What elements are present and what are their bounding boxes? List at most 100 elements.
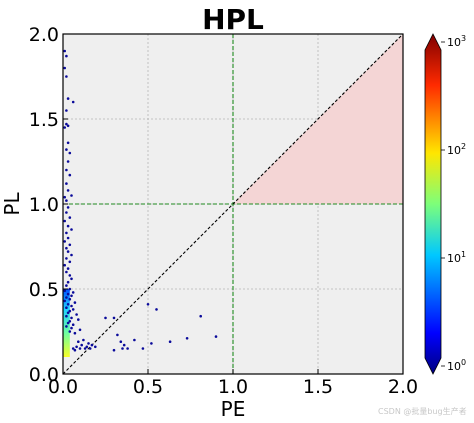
- y-axis-label: PL: [0, 192, 24, 216]
- data-point-70: [82, 338, 85, 342]
- data-point-20: [65, 199, 68, 202]
- data-point-61: [77, 318, 80, 321]
- data-point-98: [126, 347, 129, 350]
- data-point-26: [70, 228, 73, 231]
- data-point-34: [65, 257, 68, 260]
- x-tick-label-3: 1.5: [303, 376, 333, 398]
- colorbar-tick-label-2: 102: [447, 142, 466, 157]
- data-point-92: [150, 342, 153, 345]
- data-point-47: [70, 294, 73, 298]
- data-point-24: [63, 219, 66, 223]
- data-point-73: [80, 343, 83, 347]
- data-point-43: [68, 287, 72, 291]
- data-point-66: [70, 326, 73, 330]
- data-point-21: [66, 206, 70, 209]
- data-point-59: [65, 314, 68, 318]
- x-axis-label: PE: [221, 397, 246, 421]
- data-point-31: [65, 246, 68, 250]
- data-point-75: [85, 345, 89, 349]
- data-point-48: [65, 296, 68, 299]
- data-point-11: [65, 148, 68, 151]
- y-tick-label-0: 0.0: [29, 364, 59, 386]
- y-tick-label-1: 0.5: [29, 279, 59, 301]
- data-point-80: [88, 347, 92, 350]
- data-point-96: [214, 335, 218, 338]
- data-point-22: [65, 211, 68, 214]
- data-point-91: [141, 347, 145, 350]
- data-point-32: [66, 250, 70, 253]
- data-point-54: [65, 306, 68, 310]
- data-point-25: [66, 224, 70, 228]
- y-tick-label-3: 1.5: [29, 109, 59, 131]
- data-point-93: [168, 340, 172, 344]
- chart-title: HPL: [202, 3, 264, 36]
- x-tick-labels: 0.0 0.5 1.0 1.5 2.0: [48, 369, 418, 398]
- data-point-77: [71, 347, 75, 350]
- data-point-12: [68, 151, 72, 155]
- data-point-52: [66, 303, 70, 306]
- diagonal-reference-line: [62, 33, 404, 375]
- data-point-83: [104, 316, 107, 320]
- data-point-68: [68, 330, 72, 333]
- colorbar-tick-label-1: 101: [447, 250, 466, 265]
- data-point-35: [68, 260, 72, 264]
- data-point-55: [71, 308, 75, 311]
- data-point-36: [63, 263, 66, 267]
- data-point-33: [70, 253, 73, 257]
- data-point-82: [73, 348, 77, 352]
- data-point-30: [68, 243, 72, 247]
- data-point-40: [70, 277, 73, 281]
- data-point-79: [83, 347, 87, 350]
- data-point-81: [94, 345, 97, 349]
- data-point-45: [71, 291, 75, 294]
- data-point-67: [78, 328, 82, 332]
- data-point-1: [65, 54, 68, 58]
- data-point-41: [66, 280, 70, 284]
- y-tick-label-4: 2.0: [29, 24, 59, 46]
- data-point-44: [63, 289, 66, 293]
- data-point-4: [66, 97, 70, 100]
- x-tick-label-2: 1.0: [218, 376, 248, 398]
- data-point-10: [66, 141, 70, 145]
- data-point-64: [71, 323, 75, 327]
- x-tick-label-4: 2.0: [388, 376, 418, 398]
- density-band: [63, 289, 70, 357]
- colorbar-tick-label-0: 100: [447, 358, 466, 373]
- data-point-17: [66, 189, 70, 192]
- data-point-87: [116, 333, 119, 337]
- data-point-16: [65, 182, 68, 185]
- data-point-8: [66, 124, 70, 128]
- data-point-74: [75, 345, 78, 349]
- data-point-39: [68, 274, 72, 277]
- data-point-89: [122, 343, 126, 347]
- data-point-71: [77, 340, 80, 344]
- data-point-94: [185, 337, 189, 340]
- data-point-38: [65, 270, 68, 274]
- data-point-72: [87, 342, 90, 345]
- data-point-18: [70, 194, 73, 197]
- data-point-99: [112, 348, 116, 352]
- data-point-53: [70, 304, 73, 308]
- data-point-27: [65, 231, 68, 235]
- data-point-28: [66, 236, 70, 240]
- data-point-19: [63, 195, 66, 199]
- y-tick-labels: 0.0 0.5 1.0 1.5 2.0: [29, 24, 68, 386]
- y-tick-label-2: 1.0: [29, 194, 59, 216]
- data-point-23: [68, 216, 72, 219]
- data-point-51: [73, 301, 77, 304]
- data-point-65: [65, 325, 68, 328]
- data-point-62: [68, 320, 72, 323]
- data-point-88: [119, 340, 123, 344]
- reference-lines: [62, 33, 404, 375]
- x-tick-label-0: 0.0: [48, 376, 78, 398]
- data-point-0: [63, 49, 66, 53]
- data-point-86: [155, 308, 158, 311]
- colorbar-tick-labels: 100 101 102 103: [441, 34, 466, 373]
- colorbar: 100 101 102 103: [424, 33, 466, 375]
- data-point-90: [133, 338, 136, 342]
- data-point-58: [75, 313, 78, 316]
- data-point-50: [63, 299, 66, 303]
- data-point-97: [121, 347, 124, 350]
- data-point-2: [63, 66, 66, 70]
- data-point-60: [70, 316, 73, 320]
